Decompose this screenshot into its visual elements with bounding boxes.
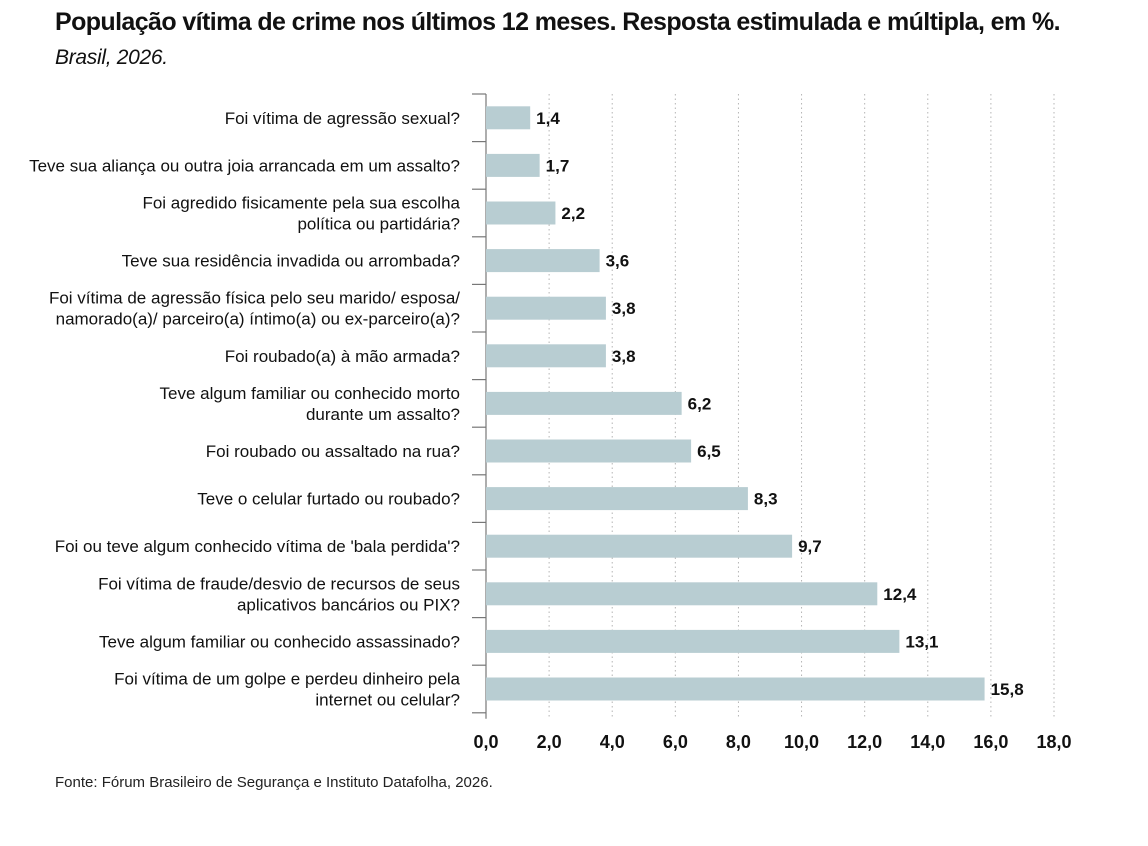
category-label-line: Foi roubado ou assaltado na rua? <box>206 442 460 461</box>
category-label-line: Foi vítima de agressão física pelo seu m… <box>49 289 460 308</box>
bar <box>486 153 540 177</box>
category-label: Teve algum familiar ou conhecido assassi… <box>99 632 460 651</box>
category-label-line: namorado(a)/ parceiro(a) íntimo(a) ou ex… <box>56 310 460 329</box>
x-tick-label: 2,0 <box>537 732 562 752</box>
bar <box>486 534 793 558</box>
bar <box>486 344 606 368</box>
bar-value-label: 1,7 <box>546 156 570 175</box>
category-label: Foi vítima de um golpe e perdeu dinheiro… <box>114 670 460 710</box>
bar <box>486 249 600 273</box>
category-label-line: política ou partidária? <box>297 215 460 234</box>
x-tick-labels: 0,0 2,0 4,0 6,0 8,0 10,0 12,0 14,0 16,0 18,0 <box>473 732 1071 752</box>
category-label-line: durante um assalto? <box>306 405 460 424</box>
category-label: Teve sua residência invadida ou arrombad… <box>122 252 460 271</box>
category-label: Foi vítima de agressão sexual? <box>225 109 460 128</box>
bar <box>486 677 985 701</box>
x-tick-label: 6,0 <box>663 732 688 752</box>
value-labels: 1,4 1,7 2,2 3,6 3,8 3,8 6,2 6,5 8,3 9,7 12,4 13,1 15… <box>536 109 1023 699</box>
bar <box>486 296 606 320</box>
category-label: Foi roubado ou assaltado na rua? <box>206 442 460 461</box>
category-label: Foi agredido fisicamente pela sua escolh… <box>142 194 460 234</box>
bar-value-label: 15,8 <box>991 680 1024 699</box>
bar <box>486 391 682 415</box>
x-tick-label: 0,0 <box>473 732 498 752</box>
bars <box>486 106 985 701</box>
gridlines <box>548 94 1055 719</box>
category-label-line: Foi roubado(a) à mão armada? <box>225 347 460 366</box>
bar <box>486 439 692 463</box>
category-labels: Foi vítima de agressão sexual? Teve sua a… <box>29 109 460 710</box>
bar-value-label: 6,2 <box>688 394 712 413</box>
bar-value-label: 13,1 <box>905 632 938 651</box>
bar-value-label: 3,6 <box>606 252 630 271</box>
category-label: Foi ou teve algum conhecido vítima de 'b… <box>55 537 460 556</box>
category-label: Foi vítima de agressão física pelo seu m… <box>49 289 460 329</box>
category-label-line: Foi agredido fisicamente pela sua escolh… <box>142 194 460 213</box>
category-label: Teve o celular furtado ou roubado? <box>197 490 460 509</box>
source-note: Fonte: Fórum Brasileiro de Segurança e I… <box>55 774 493 791</box>
x-tick-label: 8,0 <box>726 732 751 752</box>
category-label-line: Teve o celular furtado ou roubado? <box>197 490 460 509</box>
bar <box>486 629 900 653</box>
bar-value-label: 2,2 <box>561 204 585 223</box>
category-label: Foi vítima de fraude/desvio de recursos … <box>98 574 460 614</box>
x-tick-label: 18,0 <box>1036 732 1071 752</box>
bar-value-label: 6,5 <box>697 442 721 461</box>
category-label: Foi roubado(a) à mão armada? <box>225 347 460 366</box>
category-axis <box>472 93 487 719</box>
x-tick-label: 16,0 <box>973 732 1008 752</box>
bar <box>486 201 556 225</box>
category-label: Teve algum familiar ou conhecido morto du… <box>160 384 460 424</box>
bar-value-label: 8,3 <box>754 490 778 509</box>
category-label-line: Foi vítima de fraude/desvio de recursos … <box>98 574 460 593</box>
x-tick-label: 12,0 <box>847 732 882 752</box>
bar-value-label: 9,7 <box>798 537 822 556</box>
category-label-line: Foi vítima de um golpe e perdeu dinheiro… <box>114 670 460 689</box>
x-tick-label: 10,0 <box>784 732 819 752</box>
category-label-line: aplicativos bancários ou PIX? <box>237 595 460 614</box>
category-label-line: Teve sua residência invadida ou arrombad… <box>122 252 460 271</box>
category-label-line: Teve sua aliança ou outra joia arrancada… <box>29 156 460 175</box>
category-label-line: internet ou celular? <box>315 691 460 710</box>
category-label: Teve sua aliança ou outra joia arrancada… <box>29 156 460 175</box>
bar-value-label: 1,4 <box>536 109 560 128</box>
category-label-line: Teve algum familiar ou conhecido morto <box>160 384 460 403</box>
x-tick-label: 4,0 <box>600 732 625 752</box>
bar-value-label: 3,8 <box>612 347 636 366</box>
category-label-line: Foi vítima de agressão sexual? <box>225 109 460 128</box>
category-label-line: Teve algum familiar ou conhecido assassi… <box>99 632 460 651</box>
x-tick-label: 14,0 <box>910 732 945 752</box>
chart-subtitle: Brasil, 2026. <box>55 46 168 69</box>
bar <box>486 582 878 606</box>
category-label-line: Foi ou teve algum conhecido vítima de 'b… <box>55 537 460 556</box>
bar-value-label: 3,8 <box>612 299 636 318</box>
bar <box>486 487 748 511</box>
bar <box>486 106 531 130</box>
chart-title: População vítima de crime nos últimos 12… <box>55 8 1061 36</box>
bar-value-label: 12,4 <box>883 585 917 604</box>
